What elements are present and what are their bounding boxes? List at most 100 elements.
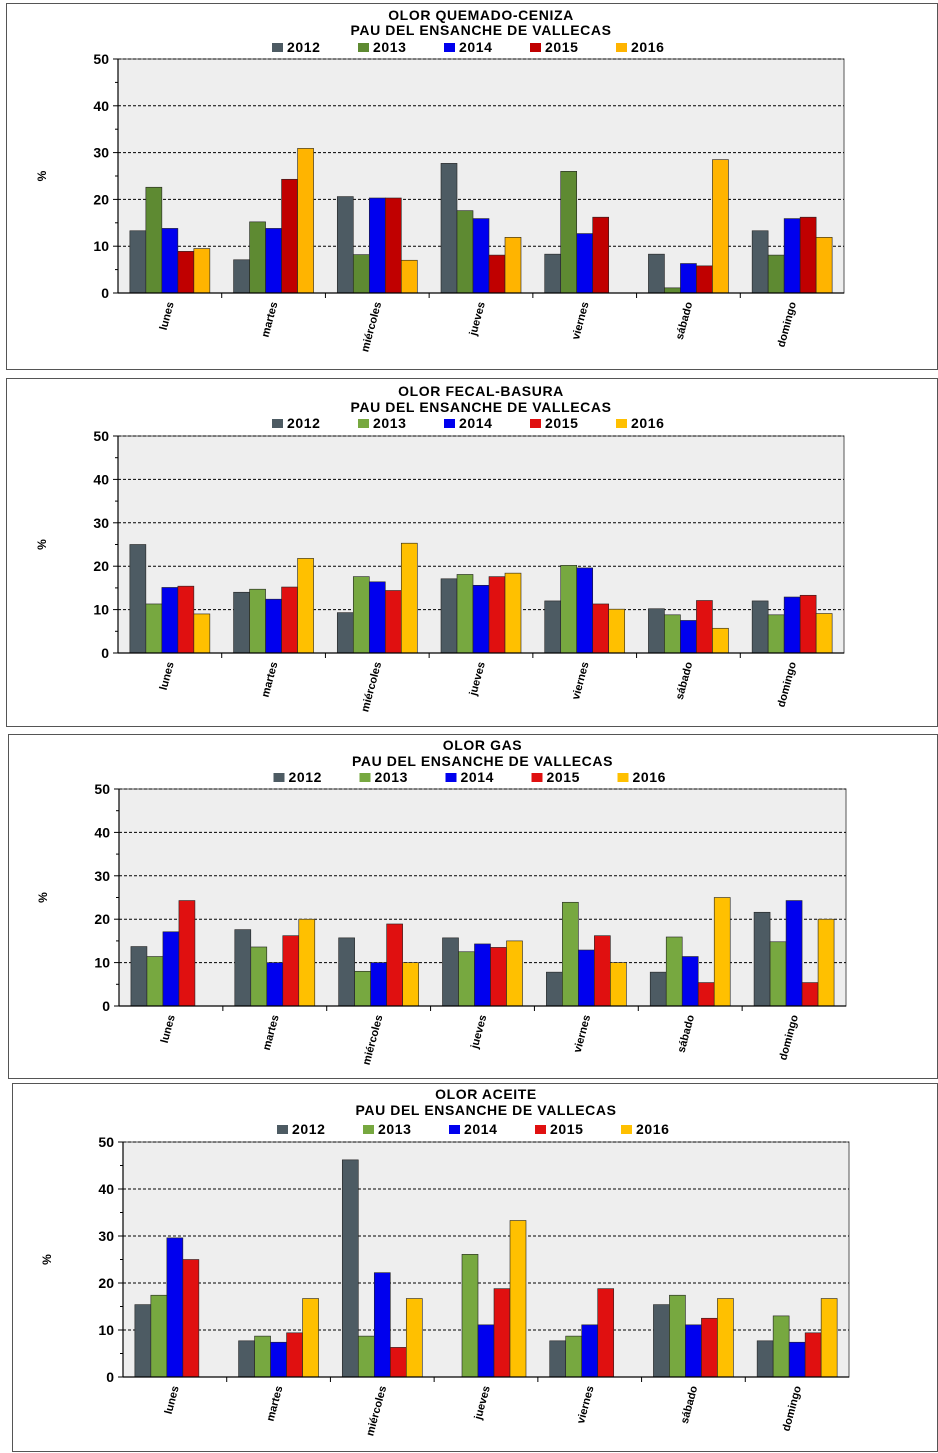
bar [389, 1347, 407, 1378]
y-axis-label: % [40, 1254, 54, 1265]
y-tick-label: 30 [93, 515, 109, 531]
chart-subtitle: PAU DEL ENSANCHE DE VALLECAS [352, 753, 613, 769]
chart-panel-fecal-basura: OLOR FECAL-BASURA PAU DEL ENSANCHE DE VAL… [6, 378, 938, 727]
y-tick-label: 40 [93, 98, 109, 114]
bar [581, 1324, 599, 1378]
x-tick-label: jueves [469, 1014, 490, 1051]
bar [608, 608, 626, 654]
y-tick-label: 10 [93, 238, 109, 254]
bar [506, 940, 523, 1007]
y-tick-label: 20 [98, 1275, 114, 1291]
bar [129, 230, 147, 294]
x-tick-label: viernes [570, 301, 592, 341]
bar [490, 947, 507, 1007]
y-tick-label: 50 [93, 428, 109, 444]
bar [177, 585, 195, 654]
legend-label: 2013 [373, 415, 407, 431]
y-tick-label: 0 [102, 998, 110, 1014]
chart-panel-quemado-ceniza: OLOR QUEMADO-CENIZA PAU DEL ENSANCHE DE V… [6, 3, 938, 370]
chart-title: OLOR FECAL-BASURA [398, 383, 564, 399]
bar [440, 578, 458, 654]
x-tick-label: miércoles [359, 661, 384, 714]
bar [297, 148, 314, 294]
legend-label: 2013 [373, 39, 407, 55]
chart-title: OLOR ACEITE [435, 1086, 537, 1102]
bar [696, 600, 713, 654]
bar [472, 584, 490, 654]
chart-subtitle: PAU DEL ENSANCHE DE VALLECAS [350, 22, 611, 38]
legend-label: 2012 [287, 415, 321, 431]
bar [400, 542, 418, 654]
legend-swatch [272, 419, 283, 428]
y-tick-label: 0 [101, 645, 109, 661]
bar [368, 197, 386, 294]
legend-label: 2015 [545, 39, 579, 55]
bar [282, 935, 300, 1007]
bar [783, 596, 801, 654]
y-tick-label: 20 [93, 558, 109, 574]
bar [182, 1259, 200, 1378]
x-tick-label: domingo [780, 1384, 804, 1432]
bar [370, 962, 387, 1007]
x-tick-label: domingo [775, 660, 799, 708]
x-tick-label: lunes [163, 1385, 182, 1416]
legend-swatch [272, 43, 283, 52]
x-tick-label: domingo [777, 1013, 801, 1061]
x-tick-label: martes [265, 1385, 286, 1423]
bar [815, 237, 833, 294]
legend-swatch [277, 1125, 288, 1134]
x-tick-label: viernes [575, 1385, 597, 1425]
bar [178, 900, 196, 1007]
legend-swatch [358, 43, 369, 52]
legend-label: 2015 [550, 1121, 584, 1137]
bar [386, 923, 403, 1007]
bar [649, 971, 667, 1007]
y-tick-label: 10 [94, 955, 110, 971]
bar [298, 918, 316, 1007]
x-tick-label: sábado [679, 1384, 701, 1425]
y-tick-label: 10 [93, 602, 109, 618]
bar [488, 576, 506, 654]
x-tick-label: viernes [572, 1014, 594, 1054]
bar [578, 949, 595, 1007]
legend-swatch [359, 773, 371, 782]
x-tick-label: jueves [467, 301, 488, 338]
bar [772, 1315, 790, 1378]
chart-panel-gas: OLOR GAS PAU DEL ENSANCHE DE VALLECAS 2012… [8, 734, 938, 1079]
bar [576, 233, 594, 294]
bar [373, 1272, 391, 1378]
bar [681, 956, 699, 1007]
legend-label: 2014 [459, 39, 493, 55]
bar [134, 1304, 152, 1378]
bar [509, 1220, 527, 1378]
bar [129, 544, 147, 654]
bar [801, 982, 819, 1007]
x-tick-label: jueves [472, 1385, 493, 1422]
y-tick-label: 40 [98, 1181, 114, 1197]
bar [712, 627, 729, 654]
legend-label: 2012 [292, 1121, 326, 1137]
bar [701, 1317, 718, 1378]
bar [820, 1298, 838, 1378]
bar [130, 946, 148, 1007]
bar [336, 196, 354, 294]
bar [769, 941, 787, 1007]
bar [286, 1332, 303, 1378]
bar [341, 1159, 359, 1378]
bar [493, 1288, 511, 1378]
legend-swatch [530, 43, 541, 52]
y-tick-label: 50 [93, 51, 109, 67]
bar [576, 567, 594, 654]
x-tick-label: martes [261, 1014, 282, 1052]
bar [713, 897, 731, 1007]
legend-label: 2013 [375, 769, 409, 785]
legend-swatch [616, 43, 627, 52]
bar [384, 197, 402, 294]
bar [281, 586, 298, 654]
x-tick-label: martes [260, 301, 281, 339]
bar [161, 587, 179, 654]
bar [193, 613, 211, 654]
x-tick-label: sábado [674, 660, 696, 701]
bar [751, 600, 769, 654]
